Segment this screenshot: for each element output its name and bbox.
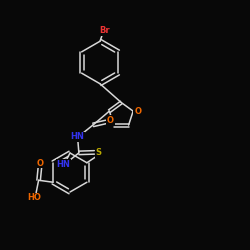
Text: S: S xyxy=(96,148,102,157)
Text: O: O xyxy=(107,116,114,125)
Text: Br: Br xyxy=(100,26,110,35)
Text: O: O xyxy=(134,107,141,116)
Text: HN: HN xyxy=(56,160,70,169)
Text: O: O xyxy=(37,159,44,168)
Text: HN: HN xyxy=(70,132,84,141)
Text: HO: HO xyxy=(27,193,41,202)
